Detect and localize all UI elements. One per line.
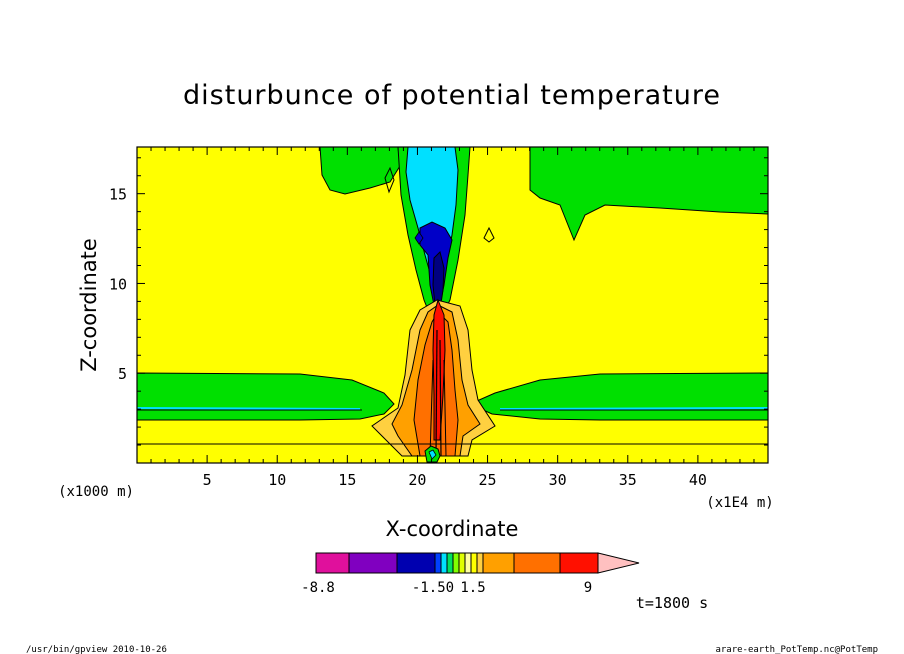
x-tick-label: 25: [479, 471, 497, 489]
right-upper-green: [529, 147, 768, 242]
x-tick-label: 30: [549, 471, 567, 489]
small-green-speck: [384, 166, 395, 194]
colorbar-segment: [348, 552, 398, 574]
x-tick-label: 20: [408, 471, 426, 489]
plot-frame: [136, 146, 769, 464]
x-unit-label: (x1E4 m): [706, 495, 773, 511]
colorbar-segment: [440, 552, 448, 574]
axis-ticks: [137, 147, 768, 463]
bottom-cyan-blob: [428, 449, 437, 460]
colorbar-label-pos: 1.5: [460, 580, 485, 596]
time-label: t=1800 s: [636, 594, 708, 612]
colorbar-segment: [470, 552, 478, 574]
colorbar-arrow: [597, 552, 640, 574]
colorbar-segment: [396, 552, 436, 574]
navy-core: [432, 251, 445, 312]
colorbar-segment: [446, 552, 454, 574]
small-blue-speck: [414, 231, 424, 245]
colorbar-label-min: -8.8: [301, 580, 335, 596]
y-tick-label: 5: [118, 365, 127, 383]
colorbar-segment: [464, 552, 472, 574]
left-cyan-line: [137, 407, 361, 410]
colorbar-segment: [513, 552, 561, 574]
colorbar: [315, 552, 640, 574]
colorbar-label-neg: -1.50: [412, 580, 454, 596]
contour-field: [137, 147, 768, 463]
x-axis-title: X-coordinate: [386, 517, 519, 541]
x-tick-label: 5: [203, 471, 212, 489]
core-black-line-3: [429, 359, 434, 457]
x-tick-label: 10: [268, 471, 286, 489]
y-unit-label: (x1000 m): [58, 484, 134, 500]
y-tick-label: 15: [109, 186, 127, 204]
colorbar-segment: [434, 552, 442, 574]
footer-program: /usr/bin/gpview 2010-10-26: [26, 645, 167, 654]
x-tick-label: 40: [689, 471, 707, 489]
y-tick-label: 10: [109, 275, 127, 293]
colorbar-segment: [476, 552, 484, 574]
core-black-line-2: [439, 339, 442, 457]
y-axis-title: Z-coordinate: [77, 238, 101, 372]
colorbar-label-max: 9: [584, 580, 592, 596]
colorbar-segment: [559, 552, 599, 574]
chart-title: disturbunce of potential temperature: [183, 80, 721, 111]
colorbar-segment: [458, 552, 466, 574]
x-tick-label: 15: [338, 471, 356, 489]
right-cyan-line: [499, 407, 768, 410]
colorbar-segment: [482, 552, 515, 574]
core-black-line-4: [443, 359, 447, 457]
footer-file: arare-earth_PotTemp.nc@PotTemp: [715, 645, 878, 654]
colorbar-segment: [315, 552, 350, 574]
colorbar-segment: [452, 552, 460, 574]
x-tick-label: 35: [619, 471, 637, 489]
small-yellow-ring: [483, 226, 495, 243]
core-black-line-1: [435, 329, 438, 457]
axis-tick-labels: 5 10 15 20 25 30 35 40 5 10 15: [109, 186, 707, 489]
